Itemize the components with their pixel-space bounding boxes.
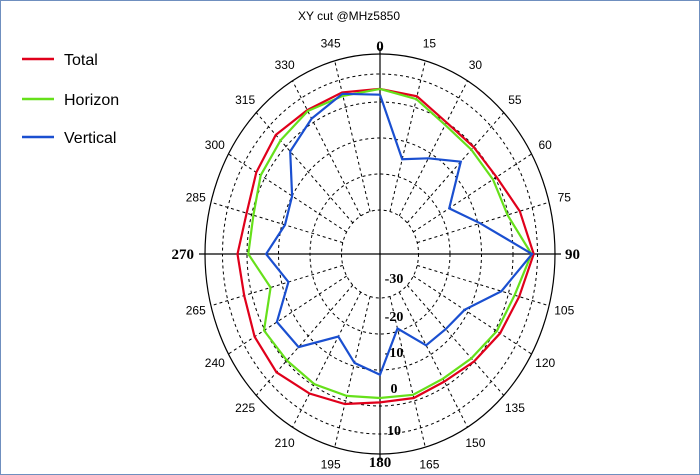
legend: Total Horizon Vertical [22, 52, 119, 147]
angle-tick-label: 225 [235, 401, 255, 415]
angle-tick-label: 60 [539, 138, 553, 152]
legend-item-total: Total [22, 52, 98, 69]
angle-tick-label: 90 [565, 247, 580, 263]
grid-spoke [334, 60, 371, 212]
angle-tick-label: 195 [321, 458, 341, 472]
grid-spoke [389, 296, 426, 448]
grid-spoke [255, 284, 354, 396]
chart-title: XY cut @MHz5850 [298, 9, 400, 23]
angle-tick-label: 75 [558, 191, 572, 205]
grid-spoke [292, 80, 362, 217]
grid-spoke [406, 112, 505, 224]
grid-spoke [255, 112, 354, 224]
grid-spoke [210, 201, 343, 244]
legend-label-vertical: Vertical [64, 130, 116, 147]
angle-tick-label: 270 [172, 247, 195, 263]
angle-tick-label: 180 [369, 455, 392, 471]
grid-spoke [406, 284, 505, 396]
angle-tick-label: 240 [205, 356, 225, 370]
angle-labels: 0 15 30 55 60 75 90 105 120 135 150 165 180 195 210 225… [172, 36, 581, 471]
series-total [236, 87, 535, 406]
legend-item-horizon: Horizon [22, 92, 119, 109]
series-horizon [247, 87, 533, 400]
grid-spoke [417, 201, 550, 244]
legend-item-vertical: Vertical [22, 130, 116, 147]
radial-tick-label: -20 [385, 310, 404, 325]
angle-tick-label: 120 [535, 356, 555, 370]
legend-label-horizon: Horizon [64, 92, 119, 109]
angle-tick-label: 285 [186, 191, 206, 205]
angle-tick-label: 265 [186, 303, 206, 317]
angle-tick-label: 150 [465, 436, 485, 450]
grid-spoke [210, 264, 343, 307]
series-lines [236, 87, 535, 406]
angle-tick-label: 0 [376, 39, 384, 55]
angle-tick-label: 15 [423, 36, 437, 50]
angle-tick-label: 30 [469, 58, 483, 72]
angle-tick-label: 165 [419, 458, 439, 472]
radial-tick-label: 0 [391, 382, 398, 397]
angle-tick-label: 345 [321, 36, 341, 50]
radial-tick-label: 10 [387, 424, 401, 439]
angle-tick-label: 105 [554, 303, 574, 317]
polar-grid [199, 48, 561, 460]
series-vertical [264, 92, 534, 377]
grid-spoke [292, 291, 362, 428]
radial-tick-label: -30 [385, 272, 404, 287]
legend-label-total: Total [64, 52, 98, 69]
angle-tick-label: 300 [205, 138, 225, 152]
angle-tick-label: 55 [508, 93, 522, 107]
grid-spoke [417, 264, 550, 307]
grid-spoke [228, 153, 347, 233]
grid-spoke [398, 291, 468, 428]
angle-tick-label: 315 [235, 93, 255, 107]
grid-spoke [398, 80, 468, 217]
angle-tick-label: 210 [275, 436, 295, 450]
angle-tick-label: 135 [505, 401, 525, 415]
grid-spoke [334, 296, 371, 448]
angle-tick-label: 330 [275, 58, 295, 72]
grid-spoke [389, 60, 426, 212]
